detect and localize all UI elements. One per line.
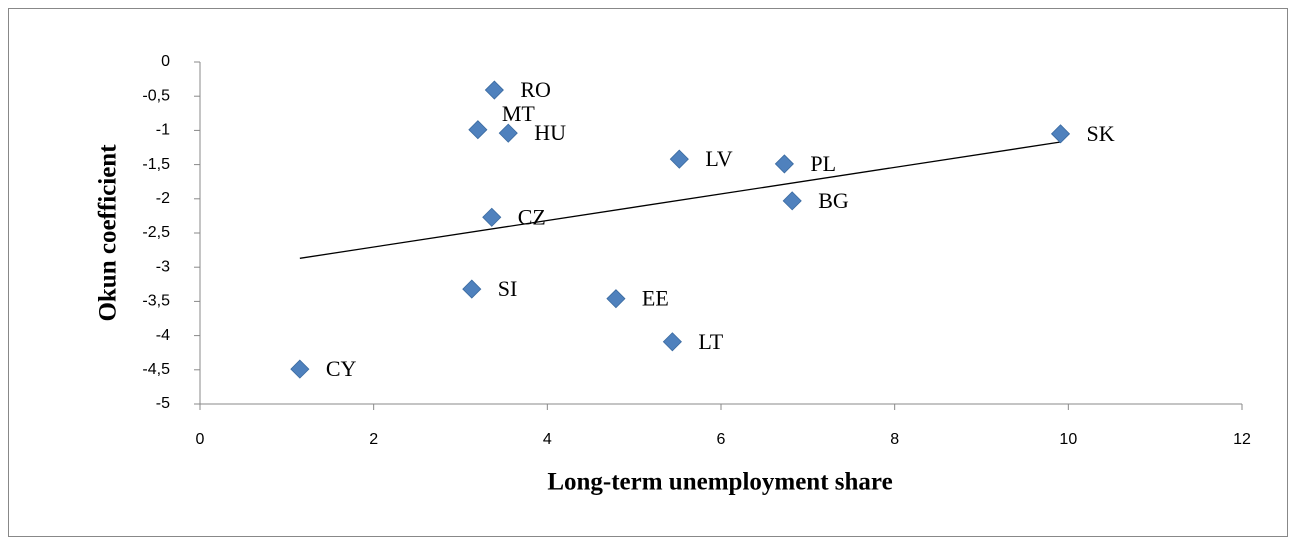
point bbox=[290, 359, 310, 379]
y-axis-title: Okun coefficient bbox=[95, 144, 122, 322]
y-tick-label: -3,5 bbox=[142, 293, 170, 310]
x-tick-label: 10 bbox=[1059, 431, 1077, 448]
point bbox=[782, 191, 802, 211]
y-tick-label: -2,5 bbox=[142, 224, 170, 241]
x-tick-label: 0 bbox=[196, 431, 205, 448]
point bbox=[662, 332, 682, 352]
trend-line bbox=[299, 141, 1061, 259]
y-tick-label: 0 bbox=[161, 53, 170, 70]
point-label: HU bbox=[534, 120, 566, 145]
y-tick-label: -2 bbox=[156, 190, 170, 207]
point bbox=[606, 289, 626, 309]
x-axis-title: Long-term unemployment share bbox=[547, 469, 892, 496]
point-label: LT bbox=[698, 329, 723, 354]
point-label: EE bbox=[642, 286, 669, 311]
point bbox=[468, 120, 488, 140]
x-tick-label: 6 bbox=[717, 431, 726, 448]
point bbox=[1050, 124, 1071, 144]
y-tick-label: -1 bbox=[156, 122, 170, 139]
y-tick-label: -3 bbox=[156, 258, 170, 275]
point-label: SK bbox=[1087, 121, 1115, 146]
point bbox=[774, 154, 794, 174]
x-tick-label: 12 bbox=[1233, 431, 1251, 448]
point bbox=[482, 207, 502, 227]
y-tick-label: -4,5 bbox=[142, 361, 170, 378]
y-tick-label: -4 bbox=[156, 327, 170, 344]
x-tick-label: 4 bbox=[543, 431, 552, 448]
point bbox=[498, 123, 518, 143]
point-label: BG bbox=[818, 188, 849, 213]
point bbox=[484, 80, 504, 100]
y-tick-label: -0,5 bbox=[142, 87, 170, 104]
point-label: MT bbox=[502, 101, 536, 126]
y-tick-label: -1,5 bbox=[142, 156, 170, 173]
point bbox=[669, 149, 689, 169]
x-tick-label: 8 bbox=[890, 431, 899, 448]
x-tick-label: 2 bbox=[369, 431, 378, 448]
point-label: LV bbox=[705, 146, 732, 171]
chart-frame bbox=[8, 8, 1288, 537]
point-label: SI bbox=[498, 276, 518, 301]
point-label: PL bbox=[810, 151, 836, 176]
point-label: RO bbox=[520, 77, 551, 102]
point-label: CY bbox=[326, 356, 357, 381]
point-label: CZ bbox=[518, 204, 546, 229]
point bbox=[462, 279, 482, 299]
y-tick-label: -5 bbox=[156, 395, 170, 412]
